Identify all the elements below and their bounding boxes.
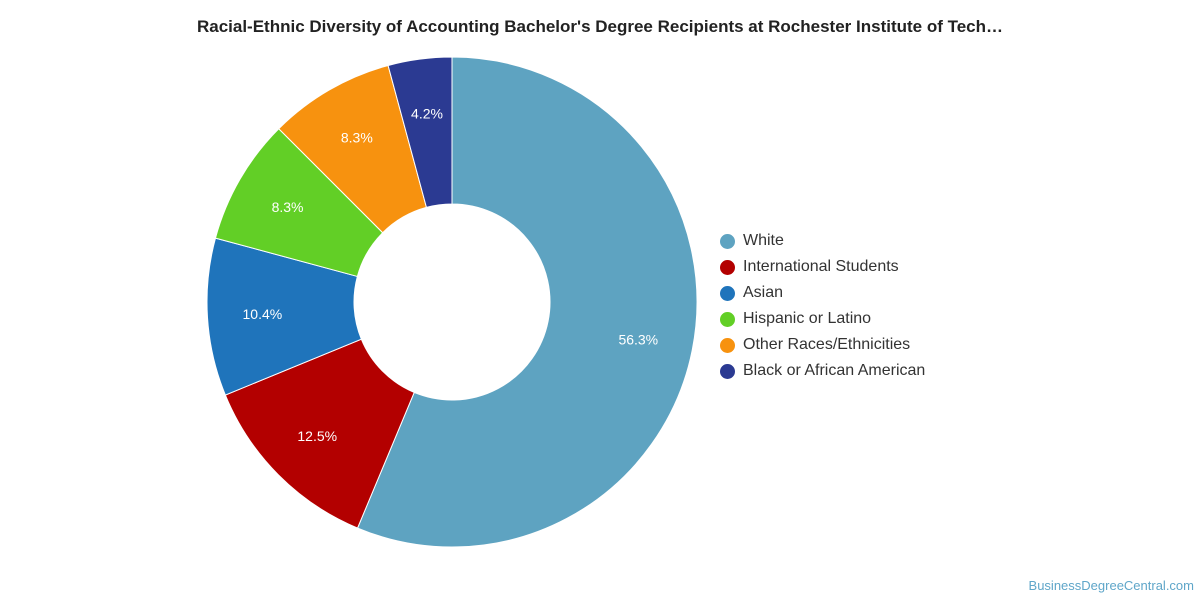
legend-label: White [743, 232, 784, 249]
legend-item[interactable]: International Students [720, 254, 925, 280]
legend-swatch [720, 363, 735, 379]
data-label: 12.5% [297, 428, 337, 444]
legend-swatch [720, 233, 735, 249]
watermark: BusinessDegreeCentral.com [1028, 578, 1194, 593]
legend-label: Hispanic or Latino [743, 310, 872, 327]
data-label: 56.3% [618, 331, 658, 347]
data-label: 8.3% [341, 130, 373, 146]
data-label: 10.4% [243, 306, 283, 322]
legend-swatch [720, 337, 735, 353]
legend-item[interactable]: White [720, 228, 925, 254]
chart-title: Racial-Ethnic Diversity of Accounting Ba… [196, 17, 1004, 36]
legend-item[interactable]: Asian [720, 280, 925, 306]
legend-label: International Students [743, 258, 899, 275]
data-label: 4.2% [411, 106, 443, 122]
legend-label: Black or African American [743, 362, 926, 379]
legend-item[interactable]: Hispanic or Latino [720, 306, 925, 332]
legend-swatch [720, 311, 735, 327]
legend-label: Other Races/Ethnicities [743, 336, 911, 353]
legend-label: Asian [743, 284, 784, 301]
legend: White International Students Asian Hispanic… [720, 228, 925, 384]
pie-slice-asian[interactable] [206, 237, 362, 396]
data-label: 8.3% [272, 199, 304, 215]
pie-slice-black-or-african-american[interactable] [387, 56, 453, 209]
legend-item[interactable]: Other Races/Ethnicities [720, 332, 925, 358]
legend-swatch [720, 285, 735, 301]
legend-swatch [720, 259, 735, 275]
legend-item[interactable]: Black or African American [720, 358, 925, 384]
pie-slice-international-students[interactable] [224, 338, 415, 529]
pie-slice-white[interactable] [356, 56, 698, 548]
